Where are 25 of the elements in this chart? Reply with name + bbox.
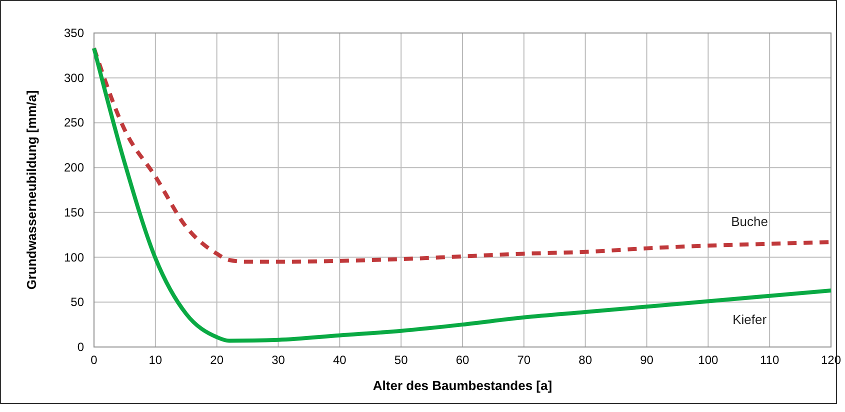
line-series (92, 46, 833, 343)
y-tick-label: 0 (77, 340, 84, 354)
y-tick-label: 200 (64, 160, 84, 175)
x-tick-label: 110 (760, 353, 780, 367)
y-tick-label: 250 (64, 116, 84, 130)
x-tick-label: 60 (456, 353, 470, 367)
series-label: Kiefer (732, 312, 768, 327)
x-tick-label: 10 (148, 353, 162, 367)
series-label: Buche (731, 214, 768, 229)
y-tick-label: 300 (64, 70, 84, 85)
y-tick-label: 150 (64, 205, 84, 220)
x-tick-label: 20 (210, 353, 224, 367)
x-tick-label: 70 (517, 353, 531, 367)
y-tick-label: 100 (64, 250, 84, 264)
y-axis-title: Grundwasserneubildung [mm/a] (24, 90, 39, 290)
x-tick-label: 40 (332, 353, 347, 367)
y-tick-label: 50 (70, 295, 84, 310)
x-axis-title: Alter des Baumbestandes [a] (372, 378, 552, 393)
x-tick-label: 50 (394, 353, 408, 367)
x-tick-label: 0 (90, 353, 98, 367)
x-tick-label: 90 (640, 353, 654, 367)
x-tick-label: 80 (578, 353, 592, 367)
x-tick-label: 100 (698, 353, 718, 367)
y-tick-label: 350 (64, 26, 84, 40)
x-tick-label: 30 (272, 353, 286, 367)
